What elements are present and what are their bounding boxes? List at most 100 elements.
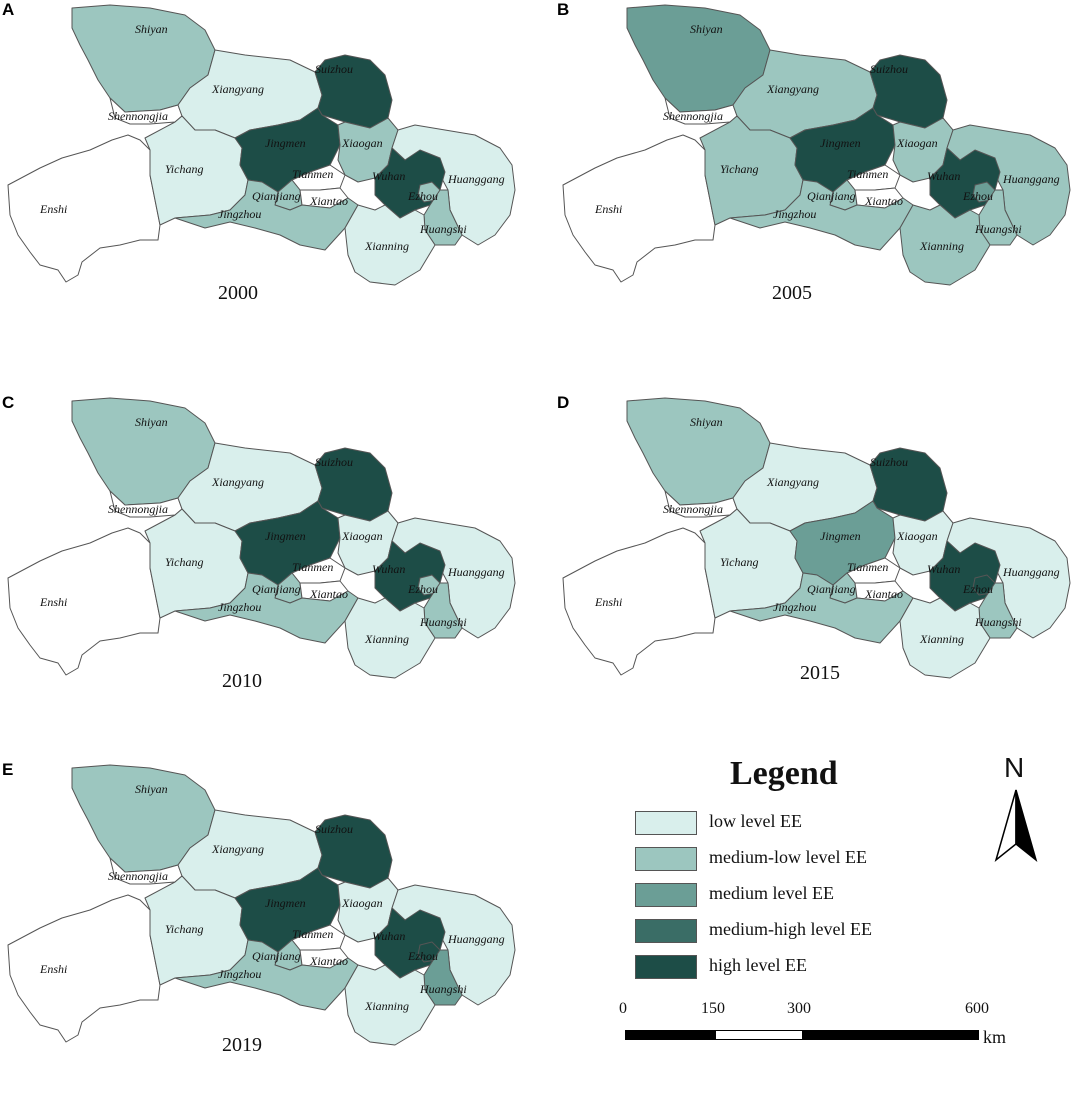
region-jingzhou xyxy=(174,179,359,251)
place-label-xianning: Xianning xyxy=(364,999,409,1013)
place-label-xiaogan: Xiaogan xyxy=(341,136,383,150)
region-xianning xyxy=(344,204,436,286)
panel-letter: A xyxy=(2,0,15,19)
place-label-wuhan: Wuhan xyxy=(927,169,960,183)
legend-item: high level EE xyxy=(635,953,935,983)
scale-segment-3 xyxy=(803,1030,979,1040)
place-label-wuhan: Wuhan xyxy=(372,929,405,943)
place-label-ezhou: Ezhou xyxy=(407,949,438,963)
map-panel-a: Shiyan Xiangyang Suizhou Shennongjia Jingmen… xyxy=(0,0,540,340)
place-label-xiantao: Xiantao xyxy=(309,954,348,968)
place-label-shiyan: Shiyan xyxy=(690,415,723,429)
place-label-suizhou: Suizhou xyxy=(315,822,353,836)
place-label-yichang: Yichang xyxy=(165,922,203,936)
place-label-jingzhou: Jingzhou xyxy=(218,967,261,981)
panel-letter: C xyxy=(2,393,15,412)
legend-label: medium-low level EE xyxy=(709,847,867,867)
place-label-huanggang: Huanggang xyxy=(447,565,505,579)
place-label-xiantao: Xiantao xyxy=(309,194,348,208)
panel-letter: E xyxy=(2,760,14,779)
legend-label: low level EE xyxy=(709,811,802,831)
place-label-xianning: Xianning xyxy=(919,239,964,253)
place-label-jingmen: Jingmen xyxy=(820,136,861,150)
place-label-qianjiang: Qianjiang xyxy=(252,949,301,963)
panel-letter: B xyxy=(557,0,570,19)
place-label-wuhan: Wuhan xyxy=(372,169,405,183)
place-label-huangshi: Huangshi xyxy=(974,222,1022,236)
place-label-jingzhou: Jingzhou xyxy=(773,207,816,221)
place-label-yichang: Yichang xyxy=(165,162,203,176)
place-label-shennongjia: Shennongjia xyxy=(108,109,168,123)
place-label-qianjiang: Qianjiang xyxy=(807,582,856,596)
place-label-qianjiang: Qianjiang xyxy=(252,582,301,596)
place-label-huanggang: Huanggang xyxy=(1002,565,1060,579)
place-label-wuhan: Wuhan xyxy=(372,562,405,576)
place-label-huangshi: Huangshi xyxy=(419,222,467,236)
panel-letter: D xyxy=(557,393,570,412)
legend-label: medium-high level EE xyxy=(709,919,872,939)
place-label-shiyan: Shiyan xyxy=(135,782,168,796)
place-label-tianmen: Tianmen xyxy=(292,927,333,941)
place-label-yichang: Yichang xyxy=(165,555,203,569)
scale-tick-300: 300 xyxy=(787,1000,811,1017)
place-label-xianning: Xianning xyxy=(919,632,964,646)
place-label-xiantao: Xiantao xyxy=(864,194,903,208)
region-enshi xyxy=(7,894,161,1043)
place-label-qianjiang: Qianjiang xyxy=(807,189,856,203)
place-label-ezhou: Ezhou xyxy=(407,189,438,203)
map-panel-e: Shiyan Xiangyang Suizhou Shennongjia Jingmen… xyxy=(0,760,540,1100)
hubei-map: Shiyan Xiangyang Suizhou Shennongjia Jingmen… xyxy=(562,397,1071,679)
legend-swatch xyxy=(635,919,697,943)
region-enshi xyxy=(562,527,716,676)
scale-segment-1 xyxy=(625,1030,715,1040)
place-label-xiantao: Xiantao xyxy=(309,587,348,601)
region-enshi xyxy=(7,134,161,283)
map-panel-b: Shiyan Xiangyang Suizhou Shennongjia Jingmen… xyxy=(555,0,1084,340)
place-label-ezhou: Ezhou xyxy=(962,582,993,596)
region-xianning xyxy=(899,597,991,679)
place-label-tianmen: Tianmen xyxy=(292,167,333,181)
place-label-huanggang: Huanggang xyxy=(447,932,505,946)
place-label-shennongjia: Shennongjia xyxy=(108,869,168,883)
place-label-jingmen: Jingmen xyxy=(265,896,306,910)
place-label-suizhou: Suizhou xyxy=(870,62,908,76)
scale-bar: 0 150 300 600 km xyxy=(615,1000,1035,1050)
place-label-jingmen: Jingmen xyxy=(265,529,306,543)
place-label-xiantao: Xiantao xyxy=(864,587,903,601)
place-label-suizhou: Suizhou xyxy=(315,62,353,76)
place-label-xiangyang: Xiangyang xyxy=(211,842,264,856)
region-xianning xyxy=(344,964,436,1046)
region-jingzhou xyxy=(729,179,914,251)
place-label-suizhou: Suizhou xyxy=(315,455,353,469)
place-label-enshi: Enshi xyxy=(39,202,67,216)
place-label-yichang: Yichang xyxy=(720,555,758,569)
region-jingzhou xyxy=(174,939,359,1011)
region-xianning xyxy=(344,597,436,679)
region-enshi xyxy=(7,527,161,676)
panel-year: 2000 xyxy=(218,282,258,304)
place-label-tianmen: Tianmen xyxy=(847,167,888,181)
place-label-xiaogan: Xiaogan xyxy=(341,896,383,910)
place-label-xiaogan: Xiaogan xyxy=(341,529,383,543)
legend-title: Legend xyxy=(730,755,838,792)
place-label-ezhou: Ezhou xyxy=(962,189,993,203)
place-label-tianmen: Tianmen xyxy=(847,560,888,574)
place-label-enshi: Enshi xyxy=(594,595,622,609)
place-label-xiaogan: Xiaogan xyxy=(896,136,938,150)
legend-swatch xyxy=(635,811,697,835)
legend-item: low level EE xyxy=(635,809,935,839)
place-label-enshi: Enshi xyxy=(39,962,67,976)
panel-year: 2015 xyxy=(800,662,840,684)
place-label-wuhan: Wuhan xyxy=(927,562,960,576)
place-label-shennongjia: Shennongjia xyxy=(663,109,723,123)
legend-label: medium level EE xyxy=(709,883,834,903)
place-label-jingzhou: Jingzhou xyxy=(218,207,261,221)
place-label-huangshi: Huangshi xyxy=(419,615,467,629)
place-label-jingmen: Jingmen xyxy=(265,136,306,150)
place-label-jingzhou: Jingzhou xyxy=(773,600,816,614)
place-label-huangshi: Huangshi xyxy=(974,615,1022,629)
region-jingzhou xyxy=(174,572,359,644)
panel-year: 2010 xyxy=(222,670,262,692)
legend-label: high level EE xyxy=(709,955,807,975)
place-label-shennongjia: Shennongjia xyxy=(663,502,723,516)
